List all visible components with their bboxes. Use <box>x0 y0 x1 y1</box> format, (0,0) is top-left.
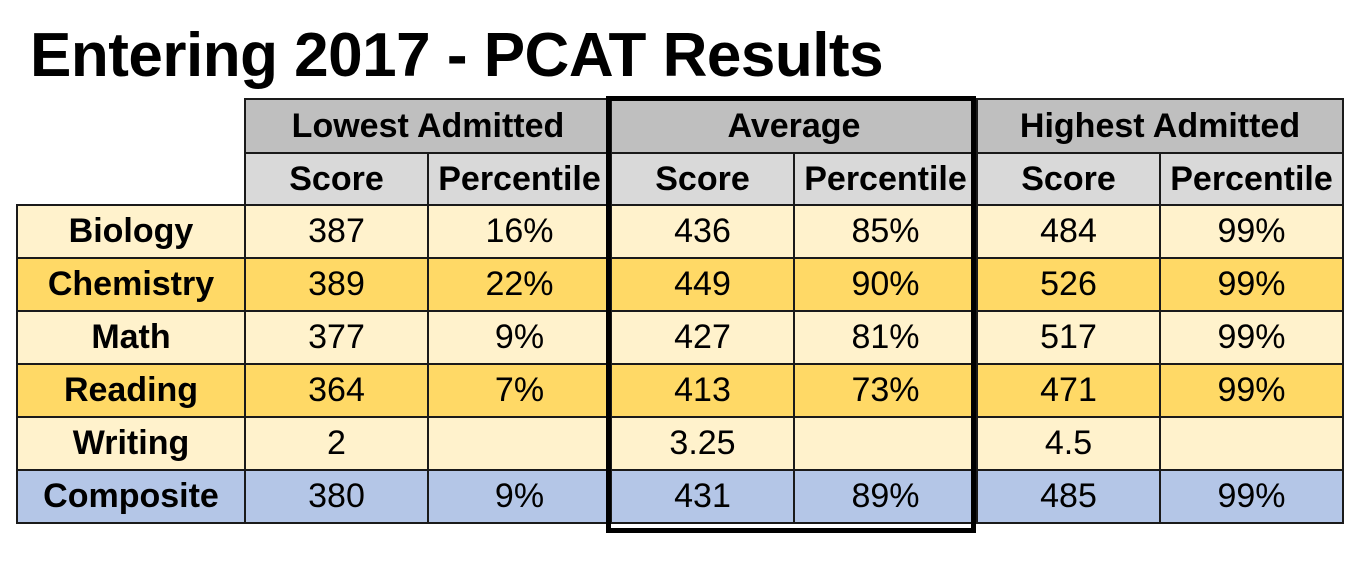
group-header-highest: Highest Admitted <box>976 98 1344 154</box>
highest-percentile-cell: 99% <box>1159 257 1344 312</box>
highest-percentile-cell: 99% <box>1159 469 1344 524</box>
sub-header-percentile: Percentile <box>1159 152 1344 206</box>
average-score-cell: 431 <box>610 469 795 524</box>
highest-percentile-cell <box>1159 416 1344 471</box>
highest-score-cell: 485 <box>976 469 1161 524</box>
average-percentile-cell: 89% <box>793 469 978 524</box>
sub-header-score: Score <box>610 152 795 206</box>
average-score-cell: 449 <box>610 257 795 312</box>
subject-label: Chemistry <box>16 257 246 312</box>
lowest-score-cell: 387 <box>244 204 429 259</box>
page-title: Entering 2017 - PCAT Results <box>30 21 884 90</box>
sub-header-percentile: Percentile <box>793 152 978 206</box>
highest-score-cell: 471 <box>976 363 1161 418</box>
group-header-lowest: Lowest Admitted <box>244 98 612 154</box>
lowest-score-cell: 380 <box>244 469 429 524</box>
table-row-reading: Reading 364 7% 413 73% 471 99% <box>16 363 1344 418</box>
corner-blank <box>17 99 245 153</box>
highest-percentile-cell: 99% <box>1159 310 1344 365</box>
lowest-score-cell: 364 <box>244 363 429 418</box>
group-header-average: Average <box>610 98 978 154</box>
highest-percentile-cell: 99% <box>1159 204 1344 259</box>
corner-blank-2 <box>17 153 245 205</box>
lowest-percentile-cell: 9% <box>427 310 612 365</box>
table-row-biology: Biology 387 16% 436 85% 484 99% <box>16 204 1344 259</box>
highest-score-cell: 484 <box>976 204 1161 259</box>
table-row-writing: Writing 2 3.25 4.5 <box>16 416 1344 471</box>
highest-percentile-cell: 99% <box>1159 363 1344 418</box>
highest-score-cell: 526 <box>976 257 1161 312</box>
lowest-score-cell: 389 <box>244 257 429 312</box>
average-score-cell: 427 <box>610 310 795 365</box>
table-row-chemistry: Chemistry 389 22% 449 90% 526 99% <box>16 257 1344 312</box>
average-percentile-cell: 90% <box>793 257 978 312</box>
lowest-percentile-cell: 9% <box>427 469 612 524</box>
lowest-score-cell: 377 <box>244 310 429 365</box>
average-percentile-cell <box>793 416 978 471</box>
average-score-cell: 3.25 <box>610 416 795 471</box>
average-score-cell: 413 <box>610 363 795 418</box>
pcat-results-table: Lowest Admitted Average Highest Admitted… <box>16 98 1344 524</box>
subject-label: Reading <box>16 363 246 418</box>
lowest-percentile-cell <box>427 416 612 471</box>
subject-label: Biology <box>16 204 246 259</box>
highest-score-cell: 517 <box>976 310 1161 365</box>
table-row-composite: Composite 380 9% 431 89% 485 99% <box>16 469 1344 524</box>
sub-header-score: Score <box>244 152 429 206</box>
lowest-percentile-cell: 16% <box>427 204 612 259</box>
average-percentile-cell: 73% <box>793 363 978 418</box>
subject-label: Composite <box>16 469 246 524</box>
subject-label: Math <box>16 310 246 365</box>
lowest-percentile-cell: 22% <box>427 257 612 312</box>
group-header-row: Lowest Admitted Average Highest Admitted <box>17 98 1344 154</box>
average-score-cell: 436 <box>610 204 795 259</box>
sub-header-percentile: Percentile <box>427 152 612 206</box>
lowest-percentile-cell: 7% <box>427 363 612 418</box>
sub-header-score: Score <box>976 152 1161 206</box>
subject-label: Writing <box>16 416 246 471</box>
average-percentile-cell: 85% <box>793 204 978 259</box>
lowest-score-cell: 2 <box>244 416 429 471</box>
sub-header-row: Score Percentile Score Percentile Score … <box>17 152 1344 206</box>
highest-score-cell: 4.5 <box>976 416 1161 471</box>
table-row-math: Math 377 9% 427 81% 517 99% <box>16 310 1344 365</box>
average-percentile-cell: 81% <box>793 310 978 365</box>
